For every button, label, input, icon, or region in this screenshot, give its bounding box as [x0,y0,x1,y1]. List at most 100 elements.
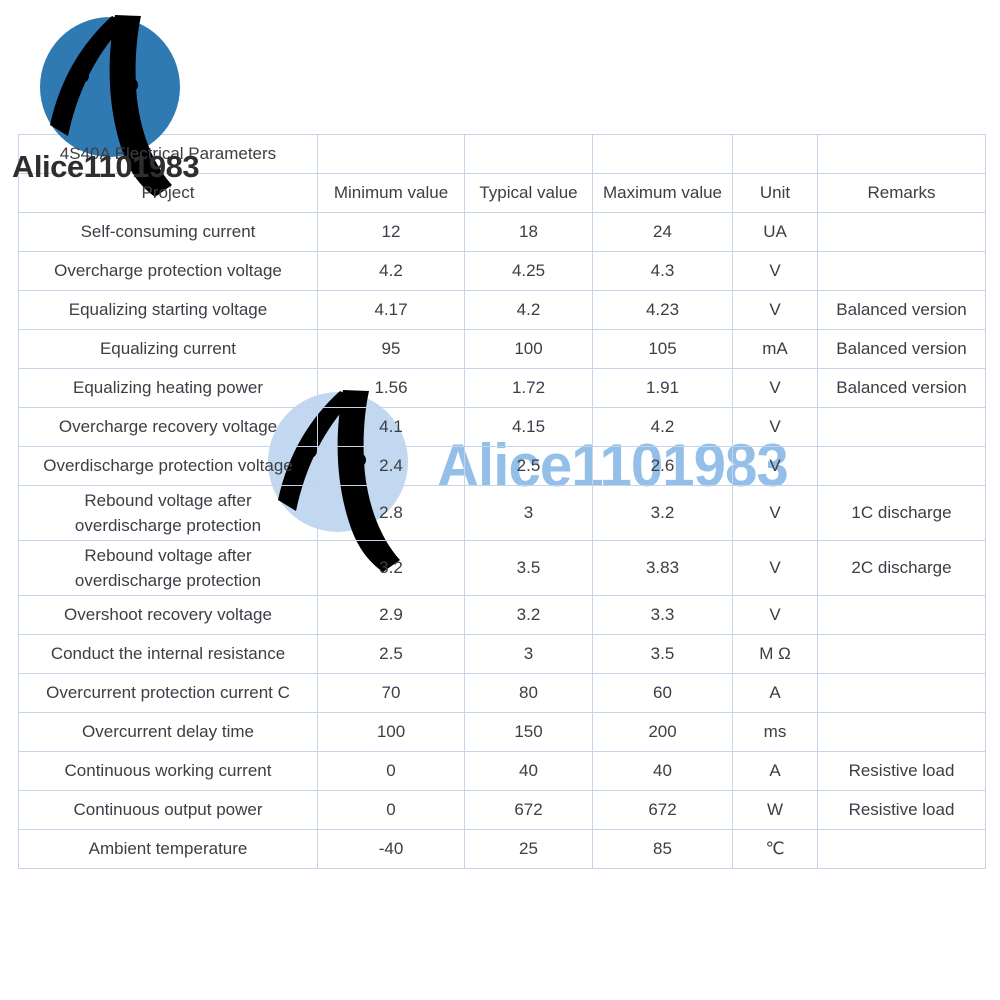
minimum-value-cell: 12 [317,212,465,252]
empty-cell [732,134,818,174]
cell-text: 672 [514,800,543,820]
cell-text: ℃ [765,839,785,859]
project-cell: Equalizing heating power [18,368,318,408]
empty-cell [817,134,986,174]
table-row: Equalizing starting voltage 4.17 4.2 4.23 V B… [18,290,986,330]
project-cell: Continuous output power [18,790,318,830]
minimum-value-cell: 100 [317,712,465,752]
project-cell: Ambient temperature [18,829,318,869]
cell-text: 25 [519,839,538,859]
remarks-cell: Balanced version [817,329,986,369]
maximum-value-cell: 60 [592,673,733,713]
remarks-cell [817,673,986,713]
spec-table: 4S40A Electrical Parameters Project Mini… [18,134,986,869]
cell-text: 1.91 [645,378,680,398]
project-cell: Overcurrent protection current C [18,673,318,713]
cell-text: ms [763,722,787,742]
cell-text: 1.56 [374,378,408,398]
typical-value-cell: 672 [464,790,593,830]
column-header: Maximum value [602,183,723,203]
minimum-value-cell: 2.5 [317,634,465,674]
table-title-cell: 4S40A Electrical Parameters [18,134,318,174]
table-row: Conduct the internal resistance 2.5 3 3.5 M … [18,634,986,674]
cell-text: 100 [514,339,543,359]
typical-value-cell: 2.5 [464,446,593,486]
typical-value-cell: 80 [464,673,593,713]
remarks-cell [817,407,986,447]
cell-text: V [769,378,781,398]
cell-text: 2.5 [379,644,403,664]
maximum-value-cell: 105 [592,329,733,369]
cell-text: 2C discharge [851,558,952,578]
maximum-value-cell: 1.91 [592,368,733,408]
column-header: Typical value [479,183,578,203]
unit-cell: V [732,368,818,408]
cell-text: M Ω [759,644,791,664]
empty-cell [592,134,733,174]
minimum-value-cell: 2.9 [317,595,465,635]
cell-text: Rebound voltage after overdischarge prot… [74,490,262,536]
cell-text: 3 [523,503,534,523]
empty-cell [464,134,593,174]
unit-cell: V [732,407,818,447]
table-row: Overdischarge protection voltage 2.4 2.5 2.… [18,446,986,486]
cell-text: UA [763,222,787,242]
unit-cell: ms [732,712,818,752]
cell-text: 3.2 [650,503,675,523]
cell-text: 4.25 [511,261,546,281]
remarks-cell [817,446,986,486]
header-project: Project [18,173,318,213]
header-typical: Typical value [464,173,593,213]
table-row: Overshoot recovery voltage 2.9 3.2 3.3 V [18,595,986,635]
cell-text: 18 [519,222,538,242]
table-row: Continuous output power 0 672 672 W Resistive… [18,790,986,830]
cell-text: Continuous output power [73,800,263,820]
cell-text: 24 [653,222,672,242]
cell-text: V [769,456,781,476]
column-header: Minimum value [333,183,449,203]
cell-text: 150 [514,722,543,742]
typical-value-cell: 150 [464,712,593,752]
cell-text: V [769,558,781,578]
cell-text: 40 [519,761,538,781]
cell-text: V [769,261,781,281]
remarks-cell: Balanced version [817,290,986,330]
remarks-cell [817,595,986,635]
minimum-value-cell: 0 [317,751,465,791]
cell-text: 4.15 [511,417,546,437]
table-row: Overcharge protection voltage 4.2 4.25 4.3 V [18,251,986,291]
project-cell: Rebound voltage after overdischarge prot… [18,485,318,541]
cell-text: W [766,800,784,820]
minimum-value-cell: 95 [317,329,465,369]
typical-value-cell: 1.72 [464,368,593,408]
project-cell: Overdischarge protection voltage [18,446,318,486]
project-cell: Overcharge protection voltage [18,251,318,291]
table-title: 4S40A Electrical Parameters [59,144,277,164]
cell-text: V [769,503,781,523]
project-cell: Overshoot recovery voltage [18,595,318,635]
cell-text: Balanced version [836,300,967,320]
project-cell: Equalizing current [18,329,318,369]
cell-text: 3.83 [645,558,680,578]
remarks-cell: 1C discharge [817,485,986,541]
cell-text: 2.6 [650,456,675,476]
cell-text: Overcurrent protection current C [46,683,290,703]
project-cell: Overcurrent delay time [18,712,318,752]
minimum-value-cell: 4.1 [317,407,465,447]
empty-cell [317,134,465,174]
typical-value-cell: 3 [464,485,593,541]
project-cell: Self-consuming current [18,212,318,252]
watermark-username-dark: Alice1101983 [12,149,200,184]
typical-value-cell: 18 [464,212,593,252]
unit-cell: W [732,790,818,830]
table-row: Ambient temperature -40 25 85 ℃ [18,829,986,869]
cell-text: mA [762,339,788,359]
cell-text: 4.2 [379,261,403,281]
project-cell: Equalizing starting voltage [18,290,318,330]
cell-text: Overcurrent delay time [82,722,254,742]
cell-text: 3.2 [379,558,403,578]
remarks-cell: Resistive load [817,790,986,830]
cell-text: 40 [653,761,672,781]
remarks-cell [817,712,986,752]
